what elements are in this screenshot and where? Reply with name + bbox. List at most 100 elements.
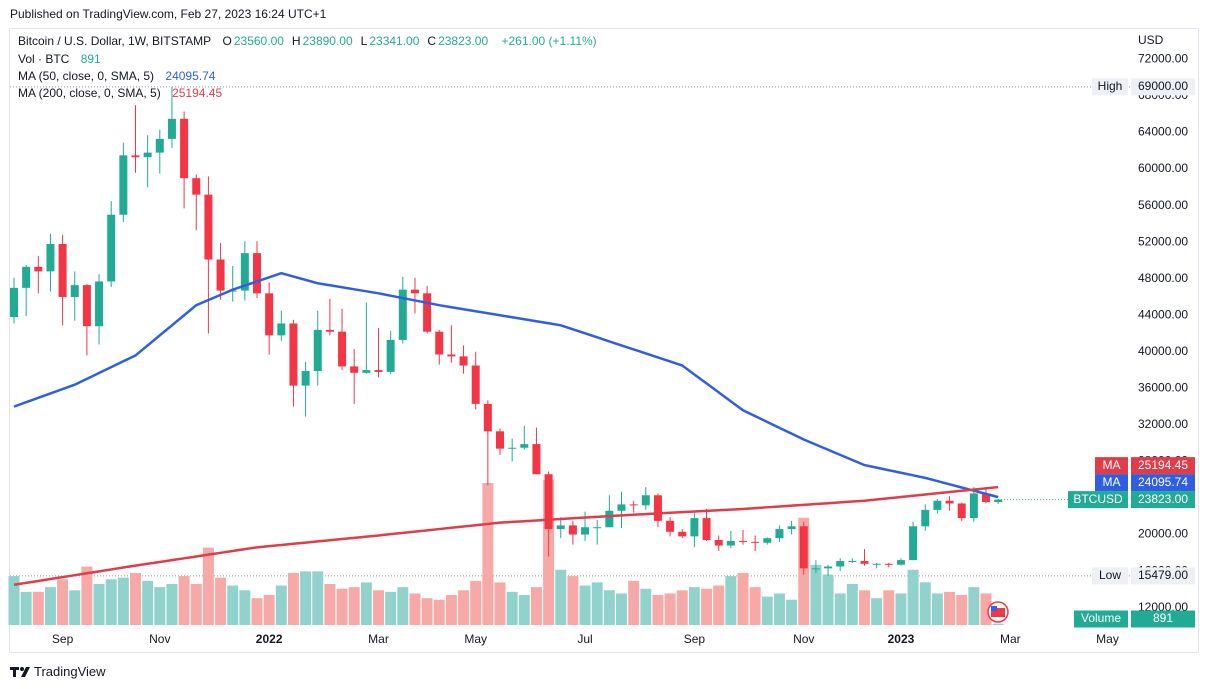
candle-body (289, 323, 298, 386)
volume-bar (300, 571, 312, 625)
volume-bar (737, 572, 749, 625)
volume-bar (251, 598, 263, 625)
price-badge-value-box (1131, 491, 1195, 509)
ohlc-key: H (291, 34, 301, 48)
candle-body (374, 370, 383, 372)
low-marker-value: 15479.00 (1138, 568, 1188, 582)
volume-badge-value: 891 (1153, 611, 1173, 625)
candle-body (763, 538, 772, 543)
candle-body (629, 504, 638, 506)
candle-body (982, 493, 990, 503)
candle-body (690, 518, 699, 537)
candle-body (398, 289, 407, 340)
volume-bar (275, 585, 287, 625)
candle-body (107, 214, 116, 282)
ohlc-value: 23890.00 (302, 34, 353, 48)
y-tick-label: 32000.00 (1138, 417, 1188, 431)
candle-body (228, 290, 237, 292)
volume-bar (105, 579, 117, 625)
y-tick-label: 36000.00 (1138, 381, 1188, 395)
candle-body (896, 560, 905, 565)
volume-bar (263, 595, 275, 625)
volume-bar (433, 599, 445, 625)
candle-body (46, 243, 55, 272)
candle-body (70, 285, 79, 297)
candle-body (556, 525, 565, 530)
candle-body (34, 266, 43, 272)
candle-body (338, 331, 347, 367)
y-tick-label: 40000.00 (1138, 344, 1188, 358)
legend-volume: Vol · BTC 891 (18, 52, 103, 66)
legend-ma200: MA (200, close, 0, SMA, 5) 25194.45 (18, 86, 224, 100)
candle-body (204, 194, 213, 260)
volume-bar (895, 593, 907, 625)
x-tick-label: Mar (368, 632, 389, 646)
candle-body (945, 500, 954, 504)
volume-bar (701, 588, 713, 625)
candle-body (301, 370, 310, 386)
candle-body (167, 118, 176, 139)
volume-bar (154, 587, 166, 625)
ma-badge: MA 24095.74 (1095, 474, 1195, 492)
candle-body (568, 525, 577, 535)
volume-bar (239, 590, 251, 625)
ohlc-value: 23823.00 (438, 34, 489, 48)
candle-body (726, 540, 735, 546)
candle-body (666, 520, 675, 532)
candle-body (410, 289, 419, 294)
volume-title: Vol · BTC (18, 52, 70, 66)
currency: USD (1138, 33, 1164, 47)
candle-body (313, 329, 322, 371)
volume-bar (725, 576, 737, 625)
volume-bar (591, 582, 603, 625)
candle-body (909, 526, 918, 561)
volume-bar (190, 583, 202, 625)
volume-bar (470, 580, 482, 625)
candle-body (969, 493, 978, 519)
ma-badge-value-box (1131, 457, 1195, 475)
ma-line (13, 271, 999, 499)
candle-body (277, 323, 286, 336)
candle-body (22, 266, 31, 288)
ohlc-value: 23560.00 (233, 34, 284, 48)
candle-body (678, 531, 687, 537)
x-tick-label: Sep (52, 632, 74, 646)
volume-bar (773, 593, 785, 625)
ma-badge-title: MA (1103, 475, 1121, 489)
candle-body (131, 155, 140, 158)
volume-bar (227, 585, 239, 625)
volume-bar (810, 565, 822, 625)
volume-bar (312, 571, 324, 625)
volume-bar (907, 569, 919, 625)
volume-bar (324, 583, 336, 625)
candle-body (581, 527, 590, 535)
volume-bar (32, 591, 44, 625)
ohlc-value: 23341.00 (369, 34, 420, 48)
candle-body (447, 354, 456, 357)
ma-badge-value-box (1131, 474, 1195, 492)
volume-bar (579, 585, 591, 625)
high-marker: High 69000.00 (1092, 78, 1195, 96)
high-marker-value-box (1131, 78, 1195, 96)
high-marker-value: 69000.00 (1138, 79, 1188, 93)
volume-bar (57, 579, 69, 625)
candle-body (143, 152, 152, 158)
volume-bar (846, 583, 858, 625)
flag-icon (987, 601, 1009, 623)
volume-bar (919, 582, 931, 625)
volume-bar (360, 582, 372, 625)
volume-bar (336, 588, 348, 625)
y-tick-label: 56000.00 (1138, 198, 1188, 212)
y-tick-label: 64000.00 (1138, 125, 1188, 139)
candle-body (751, 541, 760, 543)
published-note: Published on TradingView.com, Feb 27, 20… (10, 7, 327, 21)
ohlc-key: L (360, 34, 368, 48)
volume-bar (676, 590, 688, 625)
volume-bar (871, 598, 883, 625)
volume-bar (287, 572, 299, 625)
volume-bar (482, 483, 494, 625)
volume-bar (421, 598, 433, 625)
brand-name: TradingView (34, 664, 106, 679)
candle-body (860, 561, 869, 564)
